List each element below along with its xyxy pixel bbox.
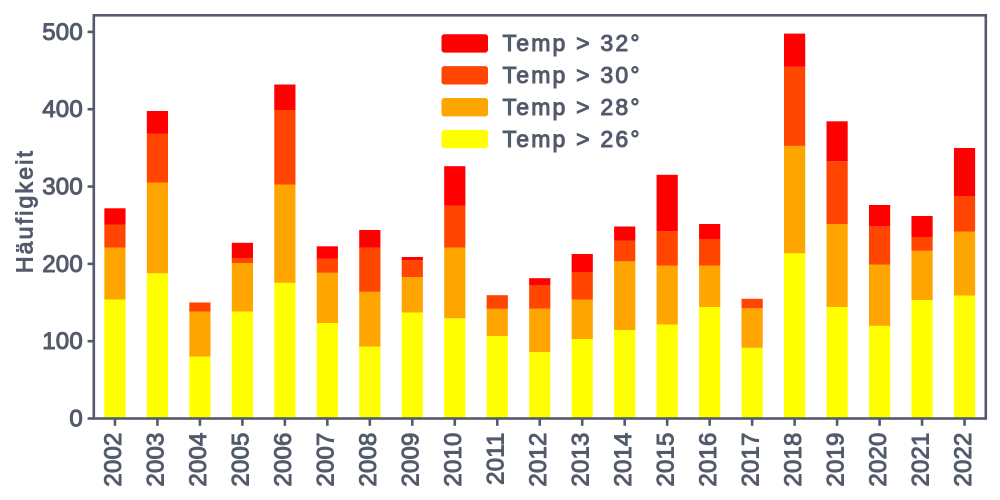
svg-text:300: 300 [42, 174, 83, 201]
svg-text:500: 500 [42, 19, 83, 46]
svg-text:2017: 2017 [737, 432, 764, 486]
svg-text:2015: 2015 [652, 432, 679, 486]
svg-text:Temp > 28°: Temp > 28° [503, 94, 642, 120]
svg-text:2021: 2021 [907, 432, 934, 486]
svg-text:2022: 2022 [950, 432, 977, 486]
svg-text:2005: 2005 [228, 432, 255, 486]
svg-text:2007: 2007 [313, 432, 340, 486]
svg-text:2019: 2019 [822, 432, 849, 486]
svg-text:Temp > 30°: Temp > 30° [503, 62, 642, 88]
svg-text:Temp > 26°: Temp > 26° [503, 126, 642, 152]
svg-text:2011: 2011 [483, 432, 510, 484]
svg-text:2013: 2013 [568, 432, 595, 486]
svg-text:2004: 2004 [185, 432, 212, 486]
svg-text:Häufigkeit: Häufigkeit [12, 149, 38, 273]
svg-text:0: 0 [69, 406, 83, 433]
svg-text:2009: 2009 [398, 432, 425, 486]
svg-text:2016: 2016 [695, 432, 722, 486]
svg-text:2003: 2003 [143, 432, 170, 486]
svg-text:2018: 2018 [780, 432, 807, 486]
svg-text:2008: 2008 [355, 432, 382, 486]
svg-text:2002: 2002 [100, 432, 127, 486]
svg-text:2020: 2020 [865, 432, 892, 486]
svg-text:2010: 2010 [440, 432, 467, 486]
svg-text:400: 400 [42, 96, 83, 123]
svg-text:100: 100 [42, 328, 83, 355]
svg-text:Temp > 32°: Temp > 32° [503, 30, 642, 56]
svg-text:200: 200 [42, 251, 83, 278]
svg-text:2012: 2012 [525, 432, 552, 486]
svg-text:2006: 2006 [270, 432, 297, 486]
svg-text:2014: 2014 [610, 432, 637, 486]
